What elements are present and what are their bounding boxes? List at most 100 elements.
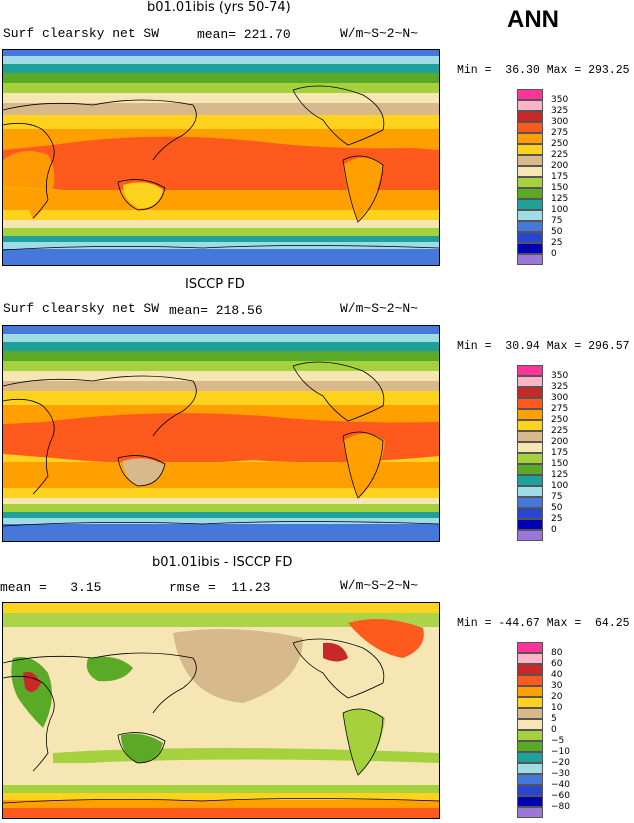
panel-3-mean: mean = 3.15 <box>0 580 102 595</box>
panel-2-minmax: Min = 30.94 Max = 296.57 <box>457 340 630 353</box>
legend-2-level-label: 350 <box>551 370 569 381</box>
map-panel-1 <box>2 49 440 266</box>
legend-2-color-box <box>517 420 543 431</box>
legend-1-level-label: 200 <box>551 160 569 171</box>
legend-3-color-box <box>517 796 543 807</box>
legend-3-level-label: 5 <box>551 713 557 724</box>
legend-3-level-label: 40 <box>551 669 563 680</box>
legend-3-color-box <box>517 664 543 675</box>
legend-1-color-box <box>517 89 543 100</box>
legend-3-color-box <box>517 642 543 653</box>
legend-1-color-box <box>517 243 543 254</box>
legend-1-level-label: 175 <box>551 171 569 182</box>
panel-1-units: W/m~S~2~N~ <box>340 26 419 41</box>
legend-2-level-label: 25 <box>551 513 563 524</box>
legend-1-level-label: 150 <box>551 182 569 193</box>
legend-1-color-box <box>517 155 543 166</box>
legend-3-level-label: −60 <box>551 790 570 801</box>
legend-3-level-label: 30 <box>551 680 563 691</box>
legend-3-color-box <box>517 730 543 741</box>
legend-2-level-label: 100 <box>551 480 569 491</box>
legend-3-level-label: −20 <box>551 757 570 768</box>
legend-2-level-label: 325 <box>551 381 569 392</box>
legend-2-color-box <box>517 453 543 464</box>
legend-panel-1: 350 325 300 275 250 225 200 175 150 125 100 75 50 25 0 <box>517 89 587 265</box>
legend-1-color-box <box>517 188 543 199</box>
legend-2-color-box <box>517 409 543 420</box>
panel-3-title: b01.01ibis - ISCCP FD <box>152 555 293 570</box>
panel-2-mean: mean= 218.56 <box>169 303 263 318</box>
legend-2-level-label: 275 <box>551 403 569 414</box>
legend-2-level-label: 0 <box>551 524 557 535</box>
legend-2-level-label: 200 <box>551 436 569 447</box>
legend-2-color-box <box>517 387 543 398</box>
legend-3-color-box <box>517 763 543 774</box>
legend-3-level-label: 20 <box>551 691 563 702</box>
legend-2-color-box <box>517 486 543 497</box>
legend-1-color-box <box>517 133 543 144</box>
legend-2-color-box <box>517 497 543 508</box>
legend-1-color-box <box>517 199 543 210</box>
legend-2-level-label: 175 <box>551 447 569 458</box>
legend-2-color-box <box>517 442 543 453</box>
legend-3-color-box <box>517 686 543 697</box>
legend-3-level-label: 0 <box>551 724 557 735</box>
legend-3-color-box <box>517 708 543 719</box>
legend-2-color-box <box>517 530 543 541</box>
legend-1-level-label: 100 <box>551 204 569 215</box>
legend-3-color-box <box>517 719 543 730</box>
legend-1-level-label: 300 <box>551 116 569 127</box>
legend-2-color-box <box>517 508 543 519</box>
panel-3-rmse: rmse = 11.23 <box>169 580 271 595</box>
legend-1-color-box <box>517 221 543 232</box>
legend-1-color-box <box>517 122 543 133</box>
legend-3-color-box <box>517 653 543 664</box>
legend-2-color-box <box>517 431 543 442</box>
legend-2-color-box <box>517 464 543 475</box>
legend-3-level-label: −40 <box>551 779 570 790</box>
legend-3-level-label: −30 <box>551 768 570 779</box>
legend-1-color-box <box>517 177 543 188</box>
legend-1-color-box <box>517 100 543 111</box>
legend-1-color-box <box>517 111 543 122</box>
panel-3-units: W/m~S~2~N~ <box>340 578 419 593</box>
panel-2-variable: Surf clearsky net SW <box>3 301 160 316</box>
legend-1-level-label: 0 <box>551 248 557 259</box>
legend-3-level-label: 80 <box>551 647 563 658</box>
legend-panel-2: 350 325 300 275 250 225 200 175 150 125 100 75 50 25 0 <box>517 365 587 541</box>
legend-2-color-box <box>517 398 543 409</box>
legend-1-level-label: 325 <box>551 105 569 116</box>
legend-1-level-label: 50 <box>551 226 563 237</box>
legend-2-color-box <box>517 519 543 530</box>
map-panel-3 <box>2 602 440 819</box>
legend-1-level-label: 125 <box>551 193 569 204</box>
legend-2-level-label: 300 <box>551 392 569 403</box>
legend-1-level-label: 275 <box>551 127 569 138</box>
legend-2-color-box <box>517 365 543 376</box>
legend-1-color-box <box>517 232 543 243</box>
legend-2-level-label: 125 <box>551 469 569 480</box>
panel-2-units: W/m~S~2~N~ <box>340 301 419 316</box>
panel-3-minmax: Min = -44.67 Max = 64.25 <box>457 617 630 630</box>
legend-3-color-box <box>517 675 543 686</box>
panel-1-minmax: Min = 36.30 Max = 293.25 <box>457 64 630 77</box>
legend-2-color-box <box>517 475 543 486</box>
legend-2-level-label: 150 <box>551 458 569 469</box>
legend-1-level-label: 75 <box>551 215 563 226</box>
legend-3-color-box <box>517 774 543 785</box>
legend-panel-3: 80 60 40 30 20 10 5 0 −5 −10 −20 −30 −40 −60 −80 <box>517 642 587 818</box>
legend-1-color-box <box>517 254 543 265</box>
legend-2-level-label: 75 <box>551 491 563 502</box>
legend-1-color-box <box>517 144 543 155</box>
legend-1-level-label: 350 <box>551 94 569 105</box>
legend-3-level-label: 10 <box>551 702 563 713</box>
legend-2-level-label: 225 <box>551 425 569 436</box>
legend-3-color-box <box>517 807 543 818</box>
panel-1-title: b01.01ibis (yrs 50-74) <box>147 0 291 15</box>
legend-1-level-label: 250 <box>551 138 569 149</box>
panel-1-mean: mean= 221.70 <box>197 27 291 42</box>
legend-1-level-label: 225 <box>551 149 569 160</box>
panel-1-variable: Surf clearsky net SW <box>3 26 160 41</box>
legend-3-color-box <box>517 697 543 708</box>
legend-2-level-label: 250 <box>551 414 569 425</box>
